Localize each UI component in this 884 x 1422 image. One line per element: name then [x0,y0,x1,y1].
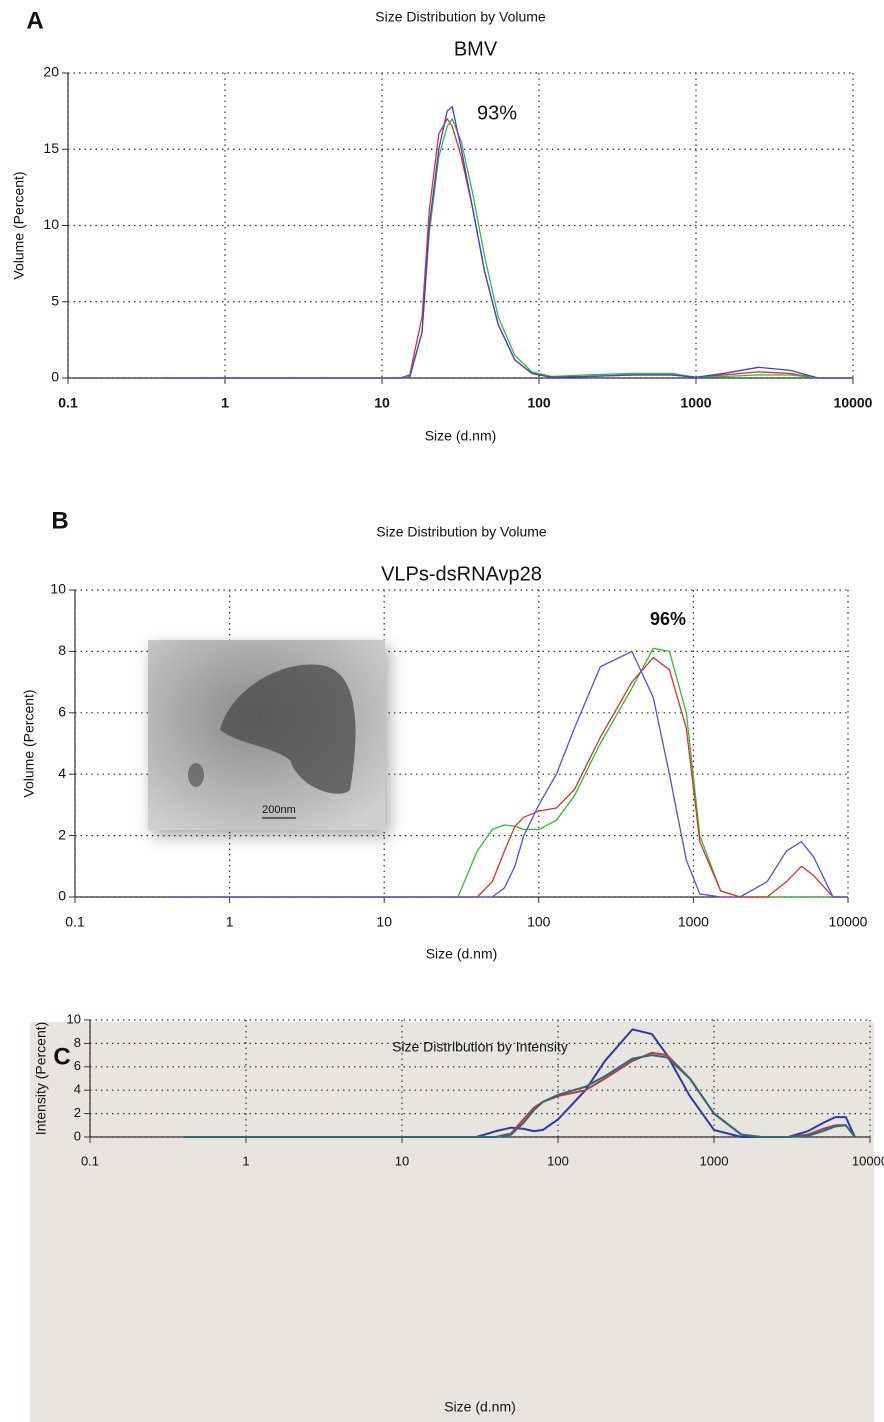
y-tick-label: 10 [43,216,59,232]
scale-label: 200nm [262,804,296,816]
y-tick-label: 2 [58,826,66,842]
x-tick-label: 10 [395,1153,409,1168]
x-tick-label: 10000 [852,1153,884,1168]
series-line [183,1054,856,1138]
annotation: 96% [650,609,686,629]
panel-label: A [26,7,43,34]
x-tick-label: 10 [374,395,390,411]
x-tick-label: 10 [376,914,392,930]
y-tick-label: 2 [74,1105,81,1120]
y-tick-label: 20 [43,64,59,80]
inset-particle [188,763,204,787]
series-line [168,650,848,898]
x-tick-label: 100 [527,914,551,930]
x-tick-label: 1 [226,914,234,930]
y-tick-label: 5 [51,292,59,308]
y-tick-label: 4 [58,765,66,781]
chart-title: Size Distribution by Volume [375,9,546,25]
chart-subtitle: VLPs-dsRNAvp28 [381,563,542,585]
y-tick-label: 8 [58,642,66,658]
x-tick-label: 100 [547,1153,569,1168]
y-tick-label: 8 [74,1035,81,1050]
panel-label: C [53,1043,70,1070]
panel-label: B [51,507,68,534]
series-line [183,1028,856,1138]
y-axis-label: Intensity (Percent) [33,1022,49,1136]
x-axis-label: Size (d.nm) [425,428,497,444]
chart-subtitle: BMV [454,38,498,60]
tem-inset: 200nm [148,640,385,830]
y-tick-label: 0 [74,1128,81,1143]
y-axis-label: Volume (Percent) [11,171,27,279]
y-tick-label: 10 [50,581,66,597]
y-tick-label: 0 [51,369,59,385]
series-line [162,118,853,379]
x-tick-label: 10000 [829,914,868,930]
x-tick-label: 10000 [834,395,873,411]
x-axis-label: Size (d.nm) [444,1399,516,1415]
inset-particle [220,664,356,794]
x-axis-label: Size (d.nm) [426,946,498,962]
y-tick-label: 0 [58,888,66,904]
y-tick-label: 15 [43,140,59,156]
y-tick-label: 6 [58,704,66,720]
x-tick-label: 1000 [678,914,709,930]
annotation: 93% [477,102,517,124]
x-tick-label: 1000 [680,395,711,411]
x-tick-label: 0.1 [81,1153,99,1168]
y-tick-label: 4 [74,1082,81,1097]
x-tick-label: 0.1 [65,914,85,930]
photo-background [30,1022,874,1422]
x-tick-label: 0.1 [58,395,78,411]
y-tick-label: 6 [74,1058,81,1073]
x-tick-label: 1 [242,1153,249,1168]
series-line [168,647,848,898]
x-tick-label: 1 [221,395,229,411]
y-axis-label: Volume (Percent) [21,689,37,797]
y-tick-label: 10 [67,1011,81,1026]
series-line [162,105,853,379]
chart-title: Size Distribution by Volume [376,524,547,540]
series-line [168,656,848,898]
x-tick-label: 100 [527,395,551,411]
x-tick-label: 1000 [700,1153,729,1168]
chart-title: Size Distribution by Intensity [392,1039,568,1055]
